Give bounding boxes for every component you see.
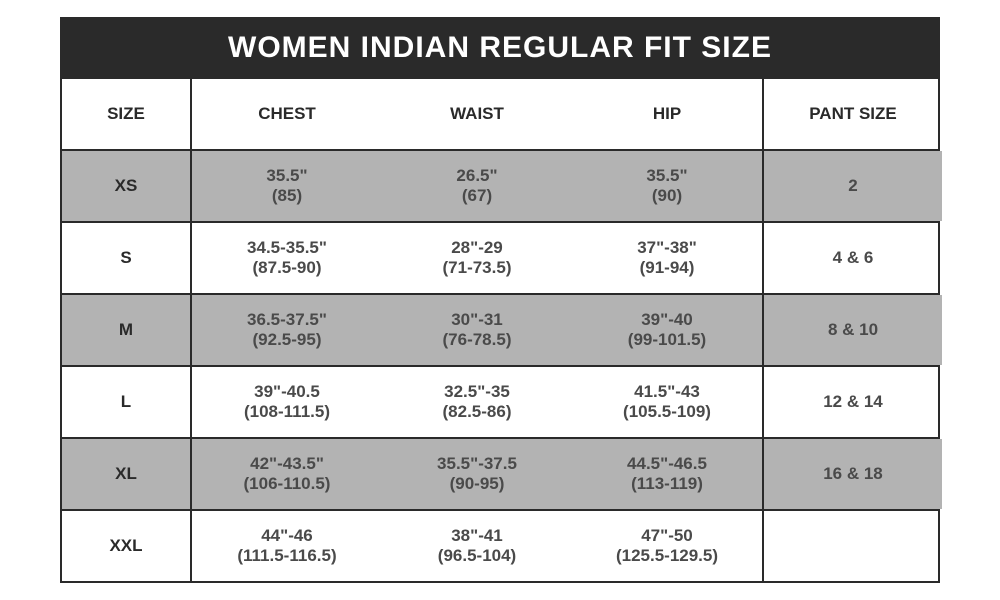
waist-cm: (71-73.5) — [443, 258, 512, 278]
pant-size-cell: 16 & 18 — [762, 439, 942, 509]
chest-cell: 42"-43.5"(106-110.5) — [192, 439, 382, 509]
chest-cm: (87.5-90) — [253, 258, 322, 278]
hip-inches: 39"-40 — [641, 310, 693, 330]
waist-cm: (96.5-104) — [438, 546, 516, 566]
size-label: M — [62, 295, 192, 365]
hip-inches: 44.5"-46.5 — [627, 454, 707, 474]
size-label: XXL — [62, 511, 192, 581]
table-row: XL42"-43.5"(106-110.5)35.5"-37.5(90-95)4… — [62, 437, 938, 509]
hip-cell: 41.5"-43(105.5-109) — [572, 367, 762, 437]
chest-cell: 44"-46(111.5-116.5) — [192, 511, 382, 581]
col-hip: HIP — [572, 79, 762, 149]
pant-size-cell — [762, 511, 942, 581]
hip-cell: 44.5"-46.5(113-119) — [572, 439, 762, 509]
table-row: XXL44"-46(111.5-116.5)38"-41(96.5-104)47… — [62, 509, 938, 581]
pant-size-cell: 2 — [762, 151, 942, 221]
waist-cell: 32.5"-35(82.5-86) — [382, 367, 572, 437]
table-row: M36.5-37.5"(92.5-95)30"-31(76-78.5)39"-4… — [62, 293, 938, 365]
pant-size-cell: 4 & 6 — [762, 223, 942, 293]
table-row: L39"-40.5(108-111.5)32.5"-35(82.5-86)41.… — [62, 365, 938, 437]
chart-title: WOMEN INDIAN REGULAR FIT SIZE — [62, 19, 938, 77]
waist-cm: (82.5-86) — [443, 402, 512, 422]
waist-inches: 28"-29 — [451, 238, 503, 258]
hip-cm: (125.5-129.5) — [616, 546, 718, 566]
hip-cell: 39"-40(99-101.5) — [572, 295, 762, 365]
waist-inches: 30"-31 — [451, 310, 503, 330]
hip-cm: (105.5-109) — [623, 402, 711, 422]
header-row: SIZE CHEST WAIST HIP PANT SIZE — [62, 77, 938, 149]
hip-inches: 37"-38" — [637, 238, 697, 258]
col-size: SIZE — [62, 79, 192, 149]
size-label: XS — [62, 151, 192, 221]
chest-inches: 35.5" — [266, 166, 307, 186]
col-waist: WAIST — [382, 79, 572, 149]
chest-inches: 34.5-35.5" — [247, 238, 327, 258]
chest-cm: (106-110.5) — [244, 474, 331, 494]
size-chart: WOMEN INDIAN REGULAR FIT SIZE SIZE CHEST… — [60, 17, 940, 583]
chest-cm: (92.5-95) — [253, 330, 322, 350]
hip-cm: (90) — [652, 186, 682, 206]
chest-cm: (85) — [272, 186, 302, 206]
col-chest: CHEST — [192, 79, 382, 149]
hip-cell: 35.5"(90) — [572, 151, 762, 221]
waist-cm: (67) — [462, 186, 492, 206]
hip-cm: (113-119) — [631, 474, 703, 494]
size-label: S — [62, 223, 192, 293]
hip-cm: (99-101.5) — [628, 330, 706, 350]
waist-inches: 35.5"-37.5 — [437, 454, 517, 474]
pant-size-cell: 8 & 10 — [762, 295, 942, 365]
pant-size-cell: 12 & 14 — [762, 367, 942, 437]
waist-inches: 38"-41 — [451, 526, 503, 546]
waist-cell: 26.5"(67) — [382, 151, 572, 221]
waist-cm: (90-95) — [450, 474, 505, 494]
waist-inches: 32.5"-35 — [444, 382, 510, 402]
chest-cell: 34.5-35.5"(87.5-90) — [192, 223, 382, 293]
waist-cell: 38"-41(96.5-104) — [382, 511, 572, 581]
hip-inches: 35.5" — [646, 166, 687, 186]
table-row: S34.5-35.5"(87.5-90)28"-29(71-73.5)37"-3… — [62, 221, 938, 293]
hip-cell: 37"-38"(91-94) — [572, 223, 762, 293]
waist-cell: 28"-29(71-73.5) — [382, 223, 572, 293]
waist-cm: (76-78.5) — [443, 330, 512, 350]
chest-inches: 36.5-37.5" — [247, 310, 327, 330]
chest-cell: 36.5-37.5"(92.5-95) — [192, 295, 382, 365]
hip-cell: 47"-50(125.5-129.5) — [572, 511, 762, 581]
hip-cm: (91-94) — [640, 258, 695, 278]
chest-cm: (108-111.5) — [244, 402, 330, 422]
col-pant: PANT SIZE — [762, 79, 942, 149]
hip-inches: 41.5"-43 — [634, 382, 700, 402]
waist-inches: 26.5" — [456, 166, 497, 186]
chest-cm: (111.5-116.5) — [237, 546, 336, 566]
chest-inches: 42"-43.5" — [250, 454, 324, 474]
size-label: XL — [62, 439, 192, 509]
chest-cell: 35.5"(85) — [192, 151, 382, 221]
chest-inches: 44"-46 — [261, 526, 313, 546]
size-label: L — [62, 367, 192, 437]
chest-inches: 39"-40.5 — [254, 382, 320, 402]
hip-inches: 47"-50 — [641, 526, 693, 546]
chest-cell: 39"-40.5(108-111.5) — [192, 367, 382, 437]
table-row: XS35.5"(85)26.5"(67)35.5"(90)2 — [62, 149, 938, 221]
waist-cell: 35.5"-37.5(90-95) — [382, 439, 572, 509]
waist-cell: 30"-31(76-78.5) — [382, 295, 572, 365]
